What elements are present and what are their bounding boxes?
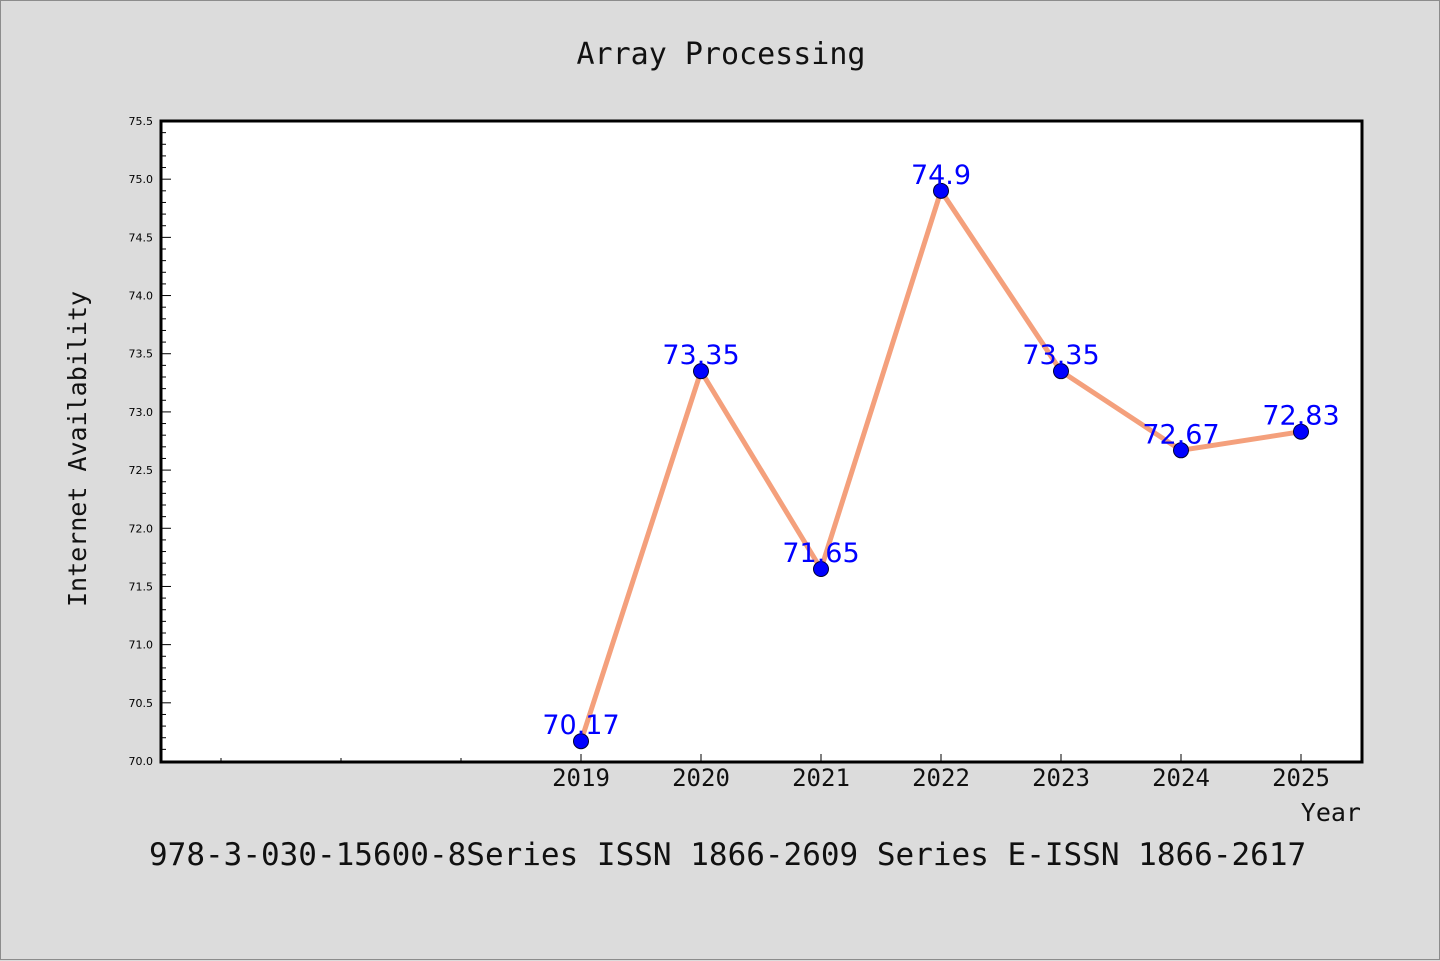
x-tick-label: 2020 — [672, 764, 730, 792]
plot-area — [159, 119, 1364, 764]
data-point — [573, 733, 589, 750]
y-axis: 70.0 70.5 71.0 71.5 72.0 72.5 73.0 73.5 74.0 74.5… — [129, 115, 171, 768]
y-tick-label: 74.5 — [129, 231, 154, 244]
x-axis: 2019 2020 2021 2022 2023 2024 2025 — [220, 754, 1330, 792]
x-tick-label: 2025 — [1272, 764, 1330, 792]
y-tick-label: 72.0 — [129, 522, 154, 535]
data-label: 73.35 — [662, 340, 739, 371]
x-axis-label: Year — [1301, 798, 1361, 827]
y-tick-label: 72.5 — [129, 464, 154, 477]
y-tick-label: 70.5 — [129, 697, 154, 710]
y-tick-label: 73.0 — [129, 406, 154, 419]
y-tick-label: 71.0 — [129, 639, 154, 652]
x-tick-label: 2023 — [1032, 764, 1090, 792]
chart-title: Array Processing — [577, 37, 866, 72]
data-points — [573, 182, 1309, 750]
data-point — [813, 561, 829, 577]
data-label: 72.83 — [1262, 401, 1339, 432]
data-label: 70.17 — [542, 710, 619, 741]
y-tick-label: 74.0 — [129, 290, 154, 303]
data-labels: 70.17 73.35 71.65 74.9 73.35 72.67 72.83 — [542, 160, 1339, 741]
y-tick-label: 71.5 — [129, 580, 154, 593]
x-tick-label: 2022 — [912, 764, 970, 792]
data-label: 72.67 — [1142, 419, 1219, 450]
data-label: 74.9 — [911, 160, 971, 191]
data-point — [1173, 442, 1189, 459]
y-axis-label: Internet Availability — [63, 291, 92, 607]
data-point — [1053, 363, 1069, 380]
data-point — [1293, 423, 1309, 440]
y-tick-label: 75.0 — [129, 173, 154, 186]
y-tick-label: 75.5 — [129, 115, 154, 128]
data-label: 73.35 — [1022, 340, 1099, 371]
data-point — [693, 363, 709, 380]
x-tick-label: 2019 — [552, 764, 610, 792]
x-tick-label: 2024 — [1152, 764, 1210, 792]
x-tick-label: 2021 — [792, 764, 850, 792]
y-tick-label: 73.5 — [129, 348, 154, 361]
y-tick-label: 70.0 — [129, 755, 154, 768]
data-point — [933, 182, 949, 199]
footnote: 978-3-030-15600-8Series ISSN 1866-2609 S… — [149, 837, 1306, 873]
data-label: 71.65 — [782, 538, 859, 569]
